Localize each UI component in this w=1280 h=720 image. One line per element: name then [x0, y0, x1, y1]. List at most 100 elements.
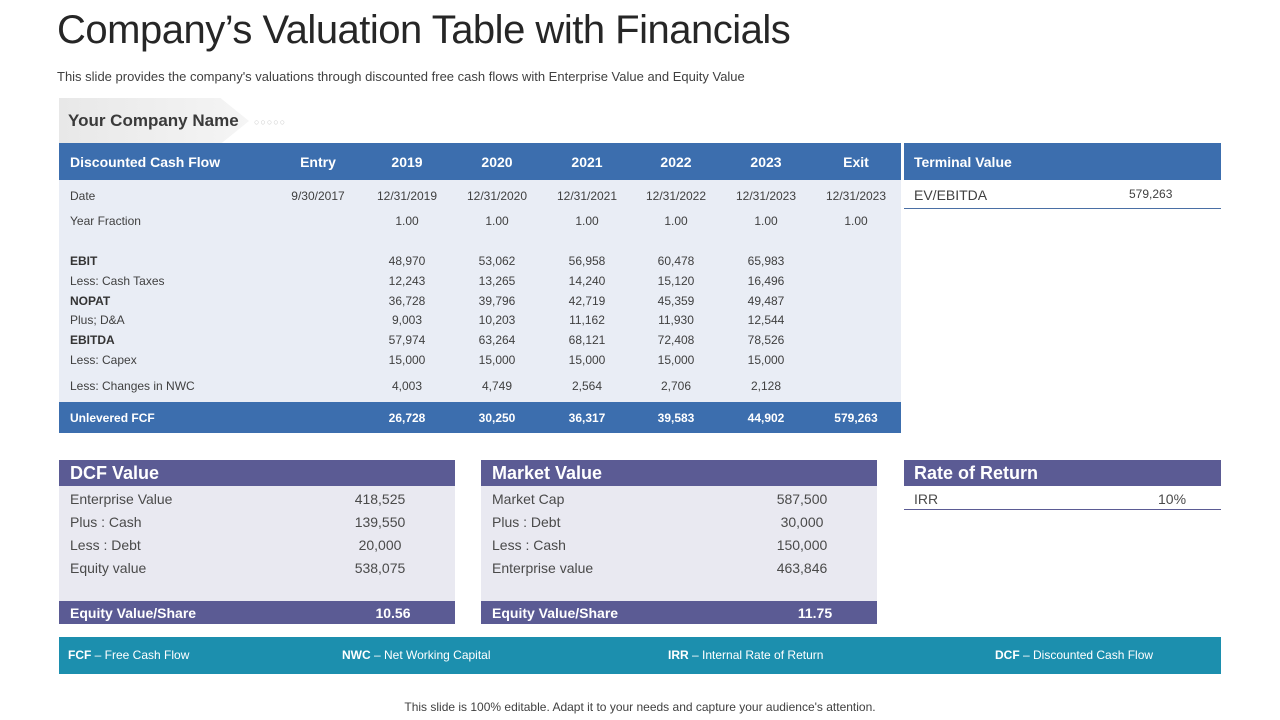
unlevered-fcf-value: 579,263 — [834, 411, 878, 425]
row-value: 11,930 — [658, 313, 694, 327]
item-value: 139,550 — [354, 514, 406, 530]
dcf-header-2023: 2023 — [750, 154, 782, 170]
equity-value-share-label: Equity Value/Share — [70, 605, 197, 621]
row-value: 12/31/2023 — [735, 189, 797, 203]
unlevered-fcf-value: 30,250 — [478, 411, 516, 425]
legend-abbr: IRR — [668, 648, 689, 662]
row-value: 1.00 — [754, 214, 778, 228]
dcf-header-2019: 2019 — [391, 154, 423, 170]
row-value: 1.00 — [844, 214, 868, 228]
legend-item: NWC – Net Working Capital — [342, 648, 491, 662]
row-value: 12/31/2023 — [825, 189, 887, 203]
list-item: Plus : Cash 139,550 — [70, 514, 420, 534]
row-value: 1.00 — [575, 214, 599, 228]
row-value: 63,264 — [478, 333, 516, 347]
row-label: Less: Changes in NWC — [70, 379, 195, 393]
dcf-value-title: DCF Value — [70, 463, 160, 483]
list-item: Plus : Debt 30,000 — [492, 514, 842, 534]
dcf-value-footer: Equity Value/Share 10.56 — [59, 601, 455, 624]
item-label: Plus : Cash — [70, 514, 142, 530]
terminal-value-label: EV/EBITDA — [914, 187, 988, 203]
row-value: 36,728 — [388, 294, 426, 308]
row-value: 68,121 — [568, 333, 606, 347]
list-item: Enterprise value 463,846 — [492, 560, 842, 580]
market-value-footer: Equity Value/Share 11.75 — [481, 601, 877, 624]
row-label: NOPAT — [70, 294, 111, 308]
row-value: 15,000 — [568, 353, 606, 367]
item-label: Enterprise Value — [70, 491, 173, 507]
row-value: 12/31/2022 — [645, 189, 707, 203]
row-value: 15,000 — [478, 353, 516, 367]
dcf-table: Discounted Cash Flow Entry 2019 2020 202… — [59, 143, 901, 433]
row-value: 4,003 — [391, 379, 423, 393]
item-label: Market Cap — [492, 491, 565, 507]
equity-value-share-value: 10.56 — [375, 605, 411, 621]
dcf-header-exit: Exit — [843, 154, 869, 170]
row-value: 12/31/2021 — [556, 189, 618, 203]
item-value: 538,075 — [354, 560, 406, 576]
row-value: 1.00 — [485, 214, 509, 228]
rate-of-return-title: Rate of Return — [914, 463, 1039, 483]
legend-text: – Net Working Capital — [370, 648, 491, 662]
equity-value-share-value: 11.75 — [797, 605, 833, 621]
row-value: 15,120 — [657, 274, 695, 288]
row-label: Date — [70, 189, 96, 203]
legend-abbr: FCF — [68, 648, 92, 662]
item-label: Less : Cash — [492, 537, 566, 553]
legend-item: DCF – Discounted Cash Flow — [995, 648, 1153, 662]
row-value: 15,000 — [388, 353, 426, 367]
item-value: 20,000 — [358, 537, 402, 553]
row-value: 12/31/2019 — [376, 189, 438, 203]
row-label: Less: Cash Taxes — [70, 274, 165, 288]
company-name: Your Company Name — [68, 111, 239, 130]
abbreviation-legend: FCF – Free Cash Flow NWC – Net Working C… — [59, 637, 1221, 674]
dcf-value-header: DCF Value — [59, 460, 455, 486]
row-value: 2,706 — [660, 379, 692, 393]
row-value: 9/30/2017 — [291, 189, 345, 203]
row-label: EBIT — [70, 254, 98, 268]
dcf-header-entry: Entry — [300, 154, 336, 170]
dcf-value-box: DCF Value Enterprise Value 418,525 Plus … — [59, 460, 455, 624]
row-label: EBITDA — [70, 333, 115, 347]
item-value: 463,846 — [776, 560, 828, 576]
row-value: 45,359 — [657, 294, 695, 308]
dcf-header-label: Discounted Cash Flow — [70, 154, 221, 170]
legend-item: FCF – Free Cash Flow — [68, 648, 189, 662]
row-value: 57,974 — [388, 333, 426, 347]
row-value: 53,062 — [478, 254, 516, 268]
row-value: 39,796 — [478, 294, 516, 308]
legend-item: IRR – Internal Rate of Return — [668, 648, 823, 662]
rate-of-return-row: IRR 10% — [904, 487, 1221, 510]
list-item: Market Cap 587,500 — [492, 491, 842, 511]
row-label: Year Fraction — [70, 214, 141, 228]
row-value: 56,958 — [568, 254, 606, 268]
row-value: 14,240 — [568, 274, 606, 288]
legend-text: – Free Cash Flow — [91, 648, 190, 662]
legend-abbr: DCF — [995, 648, 1020, 662]
terminal-value-value: 579,263 — [1129, 187, 1173, 201]
footer-note: This slide is 100% editable. Adapt it to… — [404, 700, 876, 714]
market-value-box: Market Value Market Cap 587,500 Plus : D… — [481, 460, 877, 624]
row-value: 1.00 — [395, 214, 419, 228]
item-label: Plus : Debt — [492, 514, 561, 530]
unlevered-fcf-value: 44,902 — [747, 411, 785, 425]
row-value: 10,203 — [478, 313, 516, 327]
row-label: Less: Capex — [70, 353, 137, 367]
market-value-title: Market Value — [492, 463, 603, 483]
irr-value: 10% — [1158, 491, 1187, 507]
row-value: 2,564 — [571, 379, 603, 393]
decorative-dots-icon: ○○○○○ — [254, 117, 287, 127]
legend-text: – Discounted Cash Flow — [1019, 648, 1154, 662]
row-value: 15,000 — [657, 353, 695, 367]
row-value: 2,128 — [750, 379, 782, 393]
unlevered-fcf-label: Unlevered FCF — [70, 411, 155, 425]
item-value: 587,500 — [776, 491, 828, 507]
row-value: 4,749 — [481, 379, 513, 393]
list-item: Less : Debt 20,000 — [70, 537, 420, 557]
dcf-table-header: Discounted Cash Flow Entry 2019 2020 202… — [59, 143, 901, 180]
row-value: 11,162 — [569, 313, 605, 327]
list-item: Less : Cash 150,000 — [492, 537, 842, 557]
row-value: 65,983 — [747, 254, 785, 268]
item-value: 30,000 — [780, 514, 824, 530]
item-value: 418,525 — [354, 491, 406, 507]
